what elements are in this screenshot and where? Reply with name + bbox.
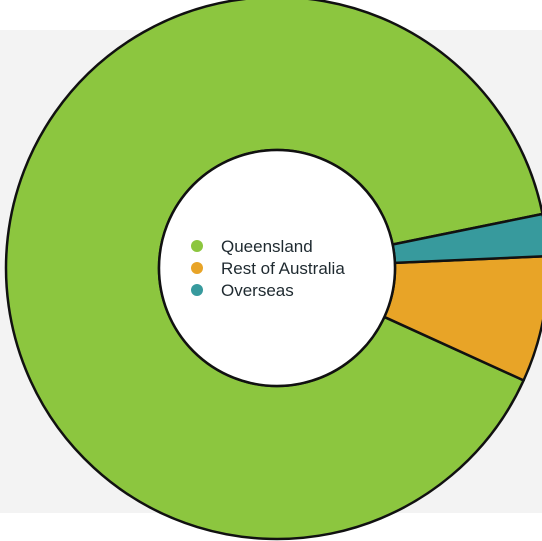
legend-label: Rest of Australia bbox=[221, 259, 345, 278]
legend-marker bbox=[191, 262, 203, 274]
legend: Queensland Rest of Australia Overseas bbox=[191, 237, 345, 300]
legend-label: Overseas bbox=[221, 281, 294, 300]
legend-item-rest-of-australia: Rest of Australia bbox=[191, 259, 345, 278]
legend-item-queensland: Queensland bbox=[191, 237, 313, 256]
legend-label: Queensland bbox=[221, 237, 313, 256]
legend-item-overseas: Overseas bbox=[191, 281, 294, 300]
donut-hole bbox=[157, 148, 397, 388]
legend-marker bbox=[191, 284, 203, 296]
legend-marker bbox=[191, 240, 203, 252]
